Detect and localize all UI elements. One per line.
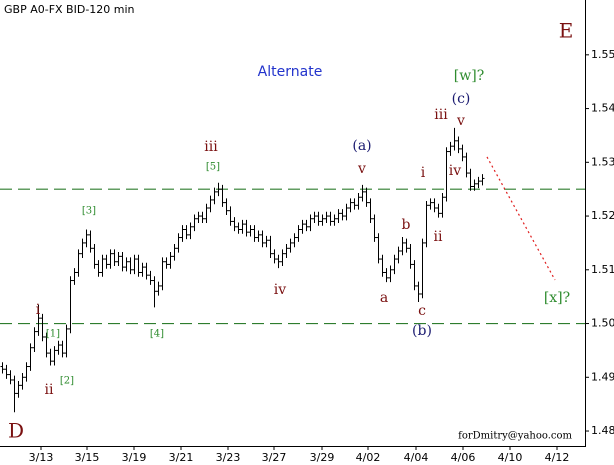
wave-label: D: [8, 419, 24, 443]
wave-label: b: [402, 217, 411, 233]
y-tick-label: 1.510: [591, 263, 614, 276]
wave-label: [3]: [82, 206, 96, 217]
y-tick-label: 1.520: [591, 209, 614, 222]
wave-label: [5]: [206, 162, 220, 173]
y-tick-label: 1.540: [591, 102, 614, 115]
wave-label: [x]?: [544, 290, 570, 306]
x-tick-label: 3/29: [310, 451, 335, 464]
x-tick-label: 3/27: [262, 451, 287, 464]
x-tick-label: 4/02: [356, 451, 381, 464]
wave-label: (b): [412, 323, 432, 339]
forecast-line: [486, 156, 556, 281]
x-tick-label: 3/21: [169, 451, 194, 464]
wave-label: i: [36, 302, 41, 318]
wave-label: iii: [434, 107, 448, 123]
footer: forDmitry@yahoo.com: [458, 431, 572, 442]
wave-label: (c): [452, 91, 471, 107]
wave-label: [1]: [46, 329, 60, 340]
y-tick-label: 1.500: [591, 317, 614, 330]
y-tick-label: 1.490: [591, 370, 614, 383]
wave-label: i: [421, 165, 426, 181]
y-tick-label: 1.550: [591, 48, 614, 61]
wave-label: a: [380, 290, 388, 306]
x-tick-label: 4/04: [404, 451, 429, 464]
wave-label: v: [357, 161, 366, 177]
y-tick-label: 1.480: [591, 424, 614, 437]
x-tick-label: 3/23: [216, 451, 241, 464]
x-tick-label: 4/12: [545, 451, 570, 464]
x-tick-label: 4/06: [451, 451, 476, 464]
wave-label: Alternate: [258, 64, 323, 80]
chart-title: GBP A0-FX BID-120 min: [4, 3, 135, 16]
wave-label: ii: [45, 382, 54, 398]
wave-label: iii: [204, 139, 218, 155]
wave-label: ii: [434, 229, 443, 245]
wave-label: iv: [274, 282, 286, 298]
wave-label: iv: [449, 163, 461, 179]
wave-label: [2]: [60, 376, 74, 387]
y-tick-label: 1.530: [591, 155, 614, 168]
wave-label: [4]: [150, 329, 164, 340]
x-tick-label: 3/19: [122, 451, 147, 464]
wave-label: E: [559, 19, 574, 43]
wave-label: c: [418, 303, 426, 319]
wave-label: v: [456, 113, 465, 129]
x-tick-label: 4/10: [498, 451, 523, 464]
wave-label: [w]?: [454, 68, 484, 84]
x-tick-label: 3/13: [29, 451, 54, 464]
wave-label: (a): [352, 138, 371, 154]
x-tick-label: 3/15: [75, 451, 100, 464]
